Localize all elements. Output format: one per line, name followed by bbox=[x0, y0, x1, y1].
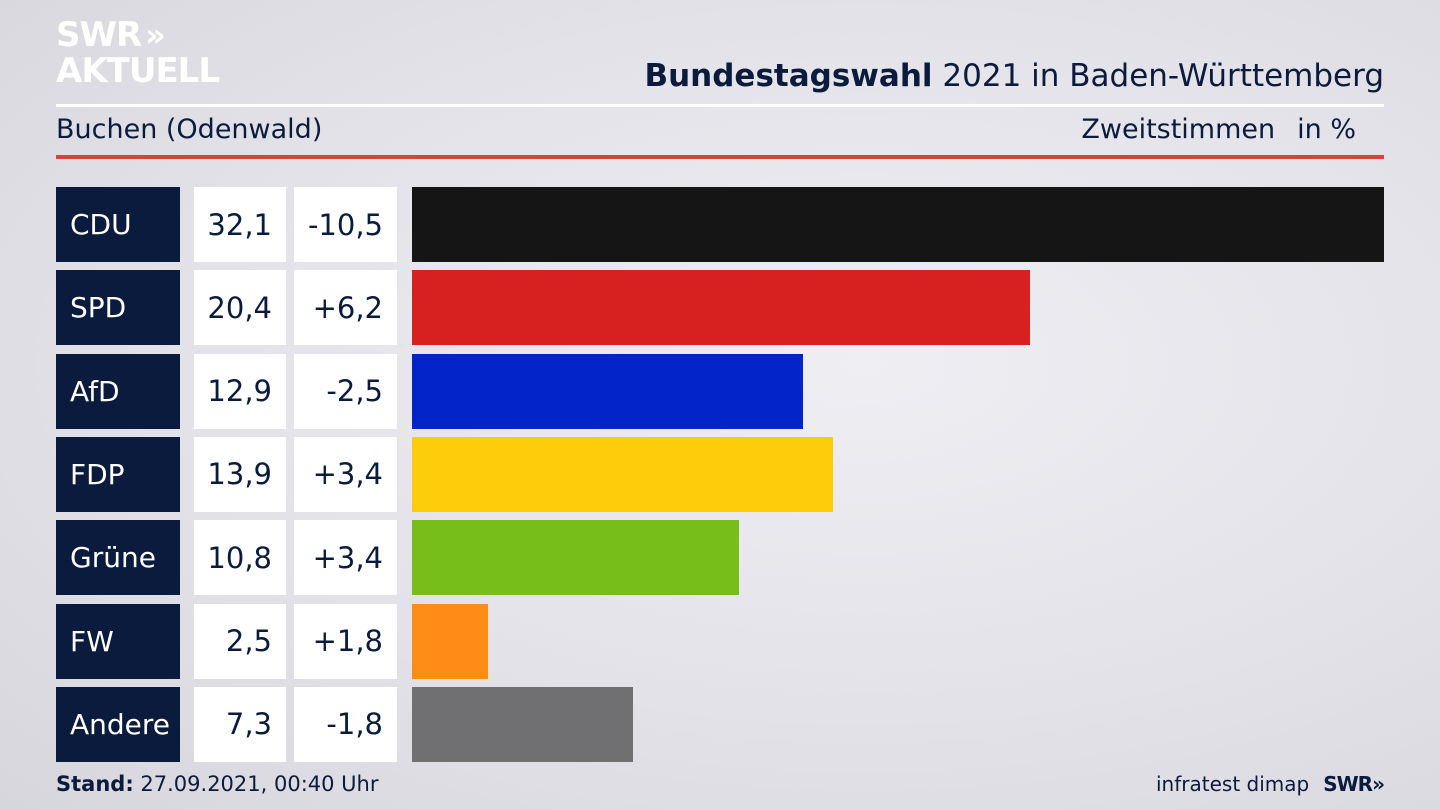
party-label: Grüne bbox=[56, 520, 180, 596]
bar-cdu bbox=[412, 187, 1384, 262]
value-label: 32,1 bbox=[194, 187, 286, 262]
change-label: -2,5 bbox=[294, 353, 397, 429]
title-rest: 2021 in Baden-Württemberg bbox=[932, 58, 1384, 94]
value-label: 13,9 bbox=[194, 436, 286, 512]
value-label: 7,3 bbox=[194, 686, 286, 762]
stand-value: 27.09.2021, 00:40 Uhr bbox=[133, 772, 379, 796]
accent-divider bbox=[56, 155, 1384, 159]
unit-text: in % bbox=[1297, 114, 1356, 145]
brand-text: SWR bbox=[1323, 772, 1373, 796]
change-label: +1,8 bbox=[294, 603, 397, 679]
party-label: FW bbox=[56, 603, 180, 679]
swr-aktuell-logo: SWR» AKTUELL bbox=[56, 15, 220, 91]
change-label: -10,5 bbox=[294, 187, 397, 262]
bar-fw bbox=[412, 603, 488, 679]
change-label: +3,4 bbox=[294, 436, 397, 512]
bar-afd bbox=[412, 353, 803, 429]
change-label: +3,4 bbox=[294, 520, 397, 596]
party-label: CDU bbox=[56, 187, 180, 262]
source-label: infratest dimap bbox=[1156, 772, 1310, 796]
value-label: 10,8 bbox=[194, 520, 286, 596]
party-label: SPD bbox=[56, 270, 180, 346]
change-label: -1,8 bbox=[294, 686, 397, 762]
party-label: AfD bbox=[56, 353, 180, 429]
location-label: Buchen (Odenwald) bbox=[56, 114, 323, 145]
value-label: 2,5 bbox=[194, 603, 286, 679]
measure-text: Zweitstimmen bbox=[1081, 114, 1276, 145]
change-label: +6,2 bbox=[294, 270, 397, 346]
value-label: 12,9 bbox=[194, 353, 286, 429]
party-label: Andere bbox=[56, 686, 180, 762]
logo-swr-text: SWR bbox=[56, 15, 142, 55]
bar-andere bbox=[412, 686, 634, 762]
bar-spd bbox=[412, 270, 1030, 346]
timestamp: Stand: 27.09.2021, 00:40 Uhr bbox=[56, 772, 379, 796]
stand-label: Stand: bbox=[56, 772, 134, 796]
logo-aktuell-text: AKTUELL bbox=[56, 51, 220, 91]
party-label: FDP bbox=[56, 436, 180, 512]
logo-chevron-icon: » bbox=[145, 16, 165, 54]
page-title: Bundestagswahl 2021 in Baden-Württemberg bbox=[644, 58, 1384, 94]
header-divider bbox=[56, 104, 1384, 107]
swr-brand-logo: SWR» bbox=[1323, 772, 1385, 796]
bar-fdp bbox=[412, 436, 833, 512]
measure-label: Zweitstimmen in % bbox=[1081, 114, 1356, 145]
value-label: 20,4 bbox=[194, 270, 286, 346]
bar-grüne bbox=[412, 520, 740, 596]
title-bold: Bundestagswahl bbox=[644, 58, 933, 94]
source-credit: infratest dimap SWR» bbox=[1156, 772, 1385, 796]
brand-chevron-icon: » bbox=[1372, 772, 1385, 796]
